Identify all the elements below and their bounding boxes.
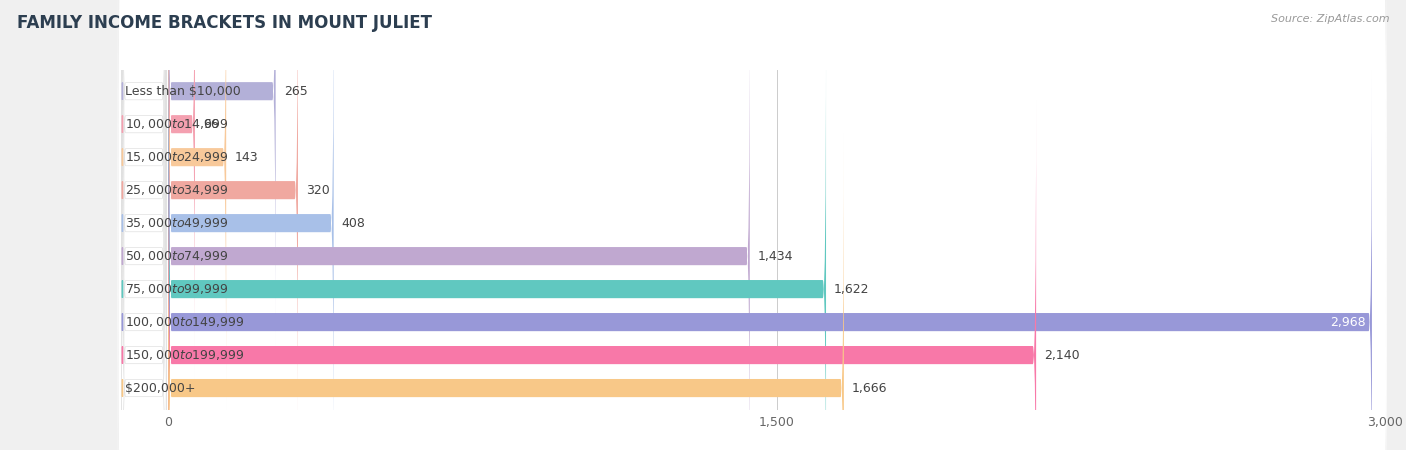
Text: 2,968: 2,968 xyxy=(1330,315,1365,328)
Text: 143: 143 xyxy=(235,151,257,164)
FancyBboxPatch shape xyxy=(118,0,1386,275)
FancyBboxPatch shape xyxy=(121,0,166,446)
FancyBboxPatch shape xyxy=(121,0,166,413)
FancyBboxPatch shape xyxy=(169,1,749,450)
Text: 1,434: 1,434 xyxy=(758,250,793,263)
FancyBboxPatch shape xyxy=(118,72,1386,441)
FancyBboxPatch shape xyxy=(118,0,1386,309)
FancyBboxPatch shape xyxy=(169,68,1372,450)
Text: $35,000 to $49,999: $35,000 to $49,999 xyxy=(125,216,229,230)
FancyBboxPatch shape xyxy=(169,0,276,346)
FancyBboxPatch shape xyxy=(169,0,226,412)
Text: $100,000 to $149,999: $100,000 to $149,999 xyxy=(125,315,245,329)
Text: $150,000 to $199,999: $150,000 to $199,999 xyxy=(125,348,245,362)
Text: Source: ZipAtlas.com: Source: ZipAtlas.com xyxy=(1271,14,1389,23)
Text: 408: 408 xyxy=(342,216,366,230)
FancyBboxPatch shape xyxy=(118,171,1386,450)
FancyBboxPatch shape xyxy=(118,204,1386,450)
FancyBboxPatch shape xyxy=(169,133,844,450)
FancyBboxPatch shape xyxy=(169,0,195,379)
FancyBboxPatch shape xyxy=(121,0,166,450)
Text: 320: 320 xyxy=(307,184,330,197)
FancyBboxPatch shape xyxy=(169,34,827,450)
FancyBboxPatch shape xyxy=(169,100,1036,450)
FancyBboxPatch shape xyxy=(118,105,1386,450)
FancyBboxPatch shape xyxy=(118,6,1386,374)
FancyBboxPatch shape xyxy=(121,0,166,450)
FancyBboxPatch shape xyxy=(118,39,1386,408)
Text: $75,000 to $99,999: $75,000 to $99,999 xyxy=(125,282,229,296)
FancyBboxPatch shape xyxy=(118,0,1386,342)
Text: 66: 66 xyxy=(202,118,219,130)
Text: $10,000 to $14,999: $10,000 to $14,999 xyxy=(125,117,229,131)
FancyBboxPatch shape xyxy=(118,138,1386,450)
Text: 265: 265 xyxy=(284,85,308,98)
Text: Less than $10,000: Less than $10,000 xyxy=(125,85,240,98)
FancyBboxPatch shape xyxy=(121,1,166,450)
Text: FAMILY INCOME BRACKETS IN MOUNT JULIET: FAMILY INCOME BRACKETS IN MOUNT JULIET xyxy=(17,14,432,32)
FancyBboxPatch shape xyxy=(169,0,333,450)
FancyBboxPatch shape xyxy=(121,0,166,450)
Text: 1,622: 1,622 xyxy=(834,283,870,296)
FancyBboxPatch shape xyxy=(121,0,166,450)
Text: $15,000 to $24,999: $15,000 to $24,999 xyxy=(125,150,229,164)
FancyBboxPatch shape xyxy=(121,67,166,450)
Text: 1,666: 1,666 xyxy=(852,382,887,395)
FancyBboxPatch shape xyxy=(121,34,166,450)
Text: $50,000 to $74,999: $50,000 to $74,999 xyxy=(125,249,229,263)
FancyBboxPatch shape xyxy=(169,0,298,445)
Text: $25,000 to $34,999: $25,000 to $34,999 xyxy=(125,183,229,197)
Text: $200,000+: $200,000+ xyxy=(125,382,195,395)
Text: 2,140: 2,140 xyxy=(1045,349,1080,361)
FancyBboxPatch shape xyxy=(121,0,166,450)
